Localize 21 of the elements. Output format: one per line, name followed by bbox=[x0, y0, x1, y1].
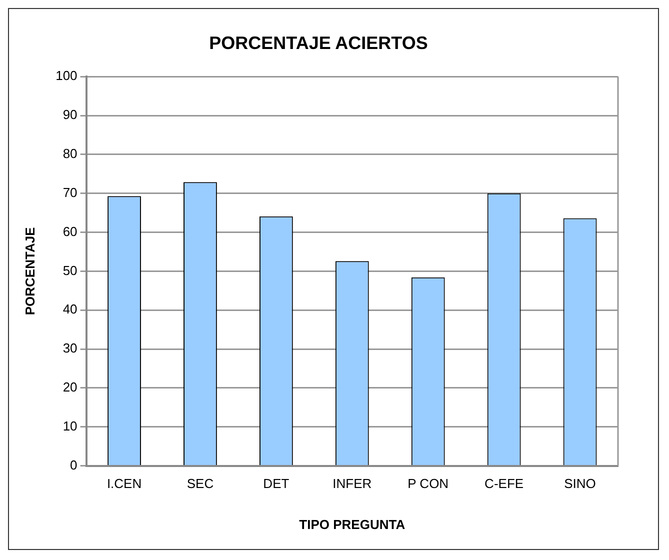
x-tick-label: SINO bbox=[564, 476, 596, 492]
y-tick-label: 70 bbox=[62, 184, 78, 200]
chart-title: PORCENTAJE ACIERTOS bbox=[209, 32, 428, 53]
y-tick-label: 20 bbox=[62, 380, 78, 395]
y-axis-title: PORCENTAJE bbox=[22, 226, 38, 316]
y-tick-label: 100 bbox=[56, 68, 78, 84]
x-tick-label: INFER bbox=[332, 476, 372, 492]
y-tick-label: 60 bbox=[62, 224, 78, 239]
y-tick-label: 30 bbox=[62, 340, 78, 356]
y-tick-label: 90 bbox=[62, 107, 78, 122]
x-tick-label: P CON bbox=[408, 476, 449, 492]
x-tick-label: DET bbox=[263, 476, 290, 492]
y-tick-label: 80 bbox=[62, 146, 78, 162]
y-tick-label: 50 bbox=[62, 262, 78, 278]
y-tick-label: 10 bbox=[62, 418, 78, 434]
x-tick-label: C-EFE bbox=[484, 476, 524, 492]
y-tick-label: 40 bbox=[62, 302, 78, 317]
x-tick-label: I.CEN bbox=[106, 476, 142, 492]
x-tick-label: SEC bbox=[186, 476, 214, 492]
y-tick-label: 0 bbox=[70, 457, 78, 472]
x-axis-title: TIPO PREGUNTA bbox=[299, 516, 406, 532]
